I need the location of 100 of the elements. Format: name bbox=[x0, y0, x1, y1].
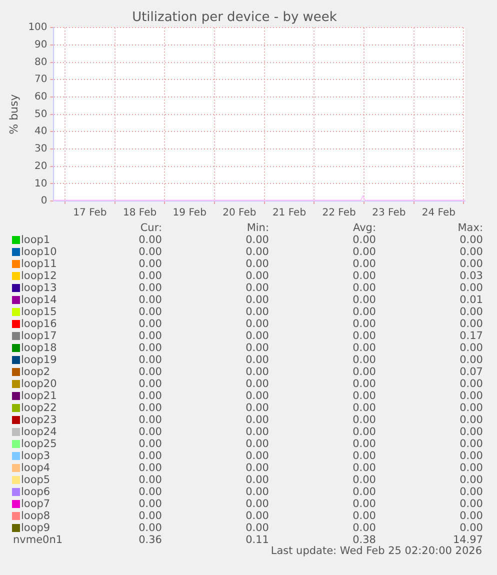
legend-label: loop19 bbox=[21, 354, 57, 366]
text: 0.00 bbox=[138, 306, 162, 318]
legend-label: loop9 bbox=[21, 522, 50, 534]
y-tick-label: 0 bbox=[40, 196, 48, 207]
x-tick-label: 19 Feb bbox=[172, 208, 206, 219]
text: 0.00 bbox=[244, 330, 269, 342]
text: 0.00 bbox=[244, 510, 269, 522]
text: 0.38 bbox=[352, 534, 376, 546]
legend-label: loop24 bbox=[21, 426, 57, 438]
x-tick-label: 21 Feb bbox=[272, 208, 306, 219]
legend-label: loop8 bbox=[21, 510, 50, 522]
text: 0.00 bbox=[138, 354, 162, 366]
text: 0.00 bbox=[138, 438, 162, 450]
text: 0.00 bbox=[352, 318, 376, 330]
text: 0.00 bbox=[138, 522, 162, 534]
text: 0.00 bbox=[352, 450, 376, 462]
text: 0.00 bbox=[352, 378, 376, 390]
legend-label: loop12 bbox=[21, 270, 57, 282]
text: 0.00 bbox=[138, 342, 162, 354]
text: 0.00 bbox=[244, 234, 269, 246]
text: 0.00 bbox=[352, 246, 376, 258]
text: 0.00 bbox=[138, 282, 162, 294]
text: 0.00 bbox=[458, 342, 483, 354]
text: 0.00 bbox=[352, 474, 376, 486]
text: 0.00 bbox=[352, 522, 376, 534]
y-tick-label: 60 bbox=[34, 92, 48, 103]
text: 0.00 bbox=[138, 486, 162, 498]
text: 0.00 bbox=[138, 390, 162, 402]
legend-label: loop20 bbox=[21, 378, 57, 390]
text: 0.00 bbox=[244, 294, 269, 306]
text: 0.00 bbox=[244, 318, 269, 330]
text: 0.00 bbox=[352, 306, 376, 318]
text: 0.00 bbox=[138, 402, 162, 414]
text: 0.00 bbox=[458, 354, 483, 366]
legend-label: loop15 bbox=[21, 306, 57, 318]
text: 0.00 bbox=[352, 354, 376, 366]
x-tick-label: 18 Feb bbox=[122, 208, 157, 219]
legend-label: loop16 bbox=[21, 318, 57, 330]
y-tick-label: 100 bbox=[28, 22, 48, 34]
text: 0.00 bbox=[458, 306, 483, 318]
text: 0.00 bbox=[138, 270, 162, 282]
text: 0.00 bbox=[244, 450, 269, 462]
text: 0.00 bbox=[138, 258, 162, 270]
text: 0.00 bbox=[138, 330, 162, 342]
legend-label: loop10 bbox=[21, 246, 57, 258]
y-axis-title: % busy bbox=[7, 94, 20, 134]
y-tick-label: 20 bbox=[34, 160, 48, 172]
text: 0.00 bbox=[458, 402, 483, 414]
text: 0.00 bbox=[244, 498, 269, 510]
text: 0.00 bbox=[138, 294, 162, 306]
text: 0.00 bbox=[458, 258, 483, 270]
legend-label: loop14 bbox=[21, 294, 57, 306]
text: 0.00 bbox=[352, 282, 376, 294]
legend-label: loop4 bbox=[21, 462, 50, 474]
text: 0.00 bbox=[352, 270, 376, 282]
x-tick-label: 24 Feb bbox=[422, 208, 456, 219]
x-tick-label: 17 Feb bbox=[73, 208, 107, 219]
text: 0.00 bbox=[244, 270, 269, 282]
text: 0.00 bbox=[352, 498, 376, 510]
text: 0.00 bbox=[244, 354, 269, 366]
y-tick-label: 80 bbox=[34, 56, 48, 68]
text: 0.00 bbox=[244, 462, 269, 474]
text: 0.00 bbox=[244, 438, 269, 450]
text: 0.00 bbox=[352, 366, 376, 378]
legend-label: loop11 bbox=[21, 258, 57, 270]
text: 0.00 bbox=[352, 510, 376, 522]
legend-label: loop23 bbox=[21, 414, 57, 426]
text: 0.00 bbox=[244, 390, 269, 402]
text: 0.00 bbox=[138, 474, 162, 486]
text: 0.00 bbox=[244, 402, 269, 414]
y-tick-label: 50 bbox=[34, 108, 48, 120]
legend-label: loop6 bbox=[21, 486, 50, 498]
text: 0.00 bbox=[244, 486, 269, 498]
text: 0.00 bbox=[458, 510, 483, 522]
text: 0.01 bbox=[458, 294, 483, 306]
text: 0.00 bbox=[352, 294, 376, 306]
text: 0.00 bbox=[352, 402, 376, 414]
text: 0.00 bbox=[458, 474, 483, 486]
text: Cur: bbox=[139, 222, 162, 234]
text: 0.00 bbox=[458, 378, 483, 390]
text: 0.00 bbox=[138, 462, 162, 474]
text: nvme0n1 bbox=[13, 534, 63, 546]
text: 0.00 bbox=[352, 414, 376, 426]
y-tick-label: 30 bbox=[34, 144, 48, 155]
text: 0.00 bbox=[352, 486, 376, 498]
text: 0.00 bbox=[138, 318, 162, 330]
text: 0.17 bbox=[458, 330, 483, 342]
text: 0.11 bbox=[244, 534, 269, 546]
legend-label: loop5 bbox=[21, 474, 50, 486]
text: 0.00 bbox=[458, 318, 483, 330]
text: 0.00 bbox=[244, 426, 269, 438]
text: 0.00 bbox=[458, 486, 483, 498]
text: 0.00 bbox=[138, 450, 162, 462]
text: 0.00 bbox=[458, 426, 483, 438]
text: 0.00 bbox=[458, 246, 483, 258]
legend-label: loop25 bbox=[21, 438, 57, 450]
text: 0.00 bbox=[244, 414, 269, 426]
y-tick-label: 90 bbox=[34, 40, 48, 51]
x-tick-label: 20 Feb bbox=[222, 208, 256, 219]
legend-label: loop18 bbox=[21, 342, 57, 354]
